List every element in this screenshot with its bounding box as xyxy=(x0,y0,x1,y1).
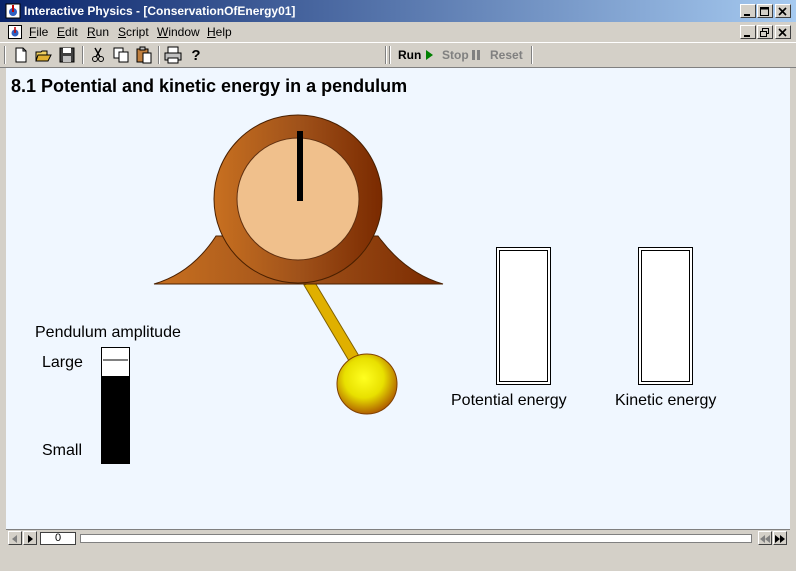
scene-title: 8.1 Potential and kinetic energy in a pe… xyxy=(11,76,408,96)
toolbar: ? Run Stop Reset xyxy=(0,42,796,68)
kinetic-energy-label: Kinetic energy xyxy=(615,392,717,409)
toolbar-grip xyxy=(4,46,6,64)
save-icon[interactable] xyxy=(56,45,78,65)
document-icon[interactable] xyxy=(8,25,22,39)
copy-icon[interactable] xyxy=(110,45,132,65)
toolbar-separator xyxy=(389,46,391,64)
frame-back-button[interactable] xyxy=(8,531,22,545)
stop-button[interactable]: Stop xyxy=(442,48,481,62)
rewind-button[interactable] xyxy=(758,531,772,545)
pendulum-bob[interactable] xyxy=(336,353,398,415)
triangle-left-icon xyxy=(12,535,17,543)
fast-forward-button[interactable] xyxy=(773,531,787,545)
fast-forward-icon xyxy=(775,535,785,543)
app-icon[interactable] xyxy=(5,3,21,19)
restore-icon xyxy=(760,28,769,37)
run-label: Run xyxy=(398,48,422,62)
scene-canvas xyxy=(101,114,693,464)
toolbar-separator xyxy=(82,46,84,64)
maximize-button[interactable] xyxy=(757,4,773,18)
paste-icon[interactable] xyxy=(133,45,155,65)
menu-file[interactable]: File xyxy=(29,25,49,39)
frame-slider[interactable] xyxy=(80,534,752,543)
minimize-icon xyxy=(744,14,750,16)
doc-minimize-button[interactable] xyxy=(740,25,756,39)
stop-label: Stop xyxy=(442,48,469,62)
doc-restore-button[interactable] xyxy=(757,25,773,39)
new-file-icon[interactable] xyxy=(10,45,32,65)
print-icon[interactable] xyxy=(162,45,184,65)
simulation-workspace[interactable]: 8.1 Potential and kinetic energy in a pe… xyxy=(6,68,790,529)
menu-run[interactable]: Run xyxy=(87,25,110,39)
triangle-right-icon xyxy=(28,535,33,543)
menu-script[interactable]: Script xyxy=(118,25,149,39)
svg-text:?: ? xyxy=(191,47,200,64)
close-button[interactable] xyxy=(775,4,791,18)
amplitude-slider-handle[interactable] xyxy=(102,348,129,376)
minimize-icon xyxy=(744,35,750,37)
kinetic-energy-meter xyxy=(638,247,693,385)
potential-energy-label: Potential energy xyxy=(451,392,567,409)
amplitude-small-label: Small xyxy=(42,442,83,459)
toolbar-separator xyxy=(158,46,160,64)
minimize-button[interactable] xyxy=(740,4,756,18)
toolbar-separator xyxy=(385,46,387,64)
amplitude-label: Pendulum amplitude xyxy=(35,324,181,341)
frame-forward-button[interactable] xyxy=(23,531,37,545)
clock-hand xyxy=(297,131,303,201)
amplitude-slider[interactable] xyxy=(101,347,130,464)
help-icon[interactable]: ? xyxy=(185,45,207,65)
menu-help[interactable]: Help xyxy=(207,25,232,39)
open-folder-icon[interactable] xyxy=(33,45,55,65)
amplitude-large-label: Large xyxy=(42,354,83,371)
run-button[interactable]: Run xyxy=(398,48,434,62)
menu-window[interactable]: Window xyxy=(157,25,200,39)
rewind-icon xyxy=(760,535,770,543)
clock xyxy=(153,114,444,285)
cut-icon[interactable] xyxy=(87,45,109,65)
reset-button[interactable]: Reset xyxy=(490,48,523,62)
close-icon xyxy=(778,7,787,16)
window-title: Interactive Physics - [ConservationOfEne… xyxy=(24,4,296,18)
doc-close-button[interactable] xyxy=(775,25,791,39)
pendulum[interactable] xyxy=(303,280,398,415)
potential-energy-meter xyxy=(496,247,551,385)
frame-controls: 0 xyxy=(6,529,790,547)
title-bar[interactable]: Interactive Physics - [ConservationOfEne… xyxy=(0,0,796,22)
pendulum-rod[interactable] xyxy=(303,280,363,367)
frame-counter: 0 xyxy=(40,532,76,545)
play-icon xyxy=(425,50,433,60)
menu-bar: File Edit Run Script Window Help xyxy=(0,22,796,42)
menu-edit[interactable]: Edit xyxy=(57,25,78,39)
close-icon xyxy=(778,28,787,37)
toolbar-separator xyxy=(531,46,533,64)
pause-icon xyxy=(472,50,481,60)
maximize-icon xyxy=(760,7,769,16)
